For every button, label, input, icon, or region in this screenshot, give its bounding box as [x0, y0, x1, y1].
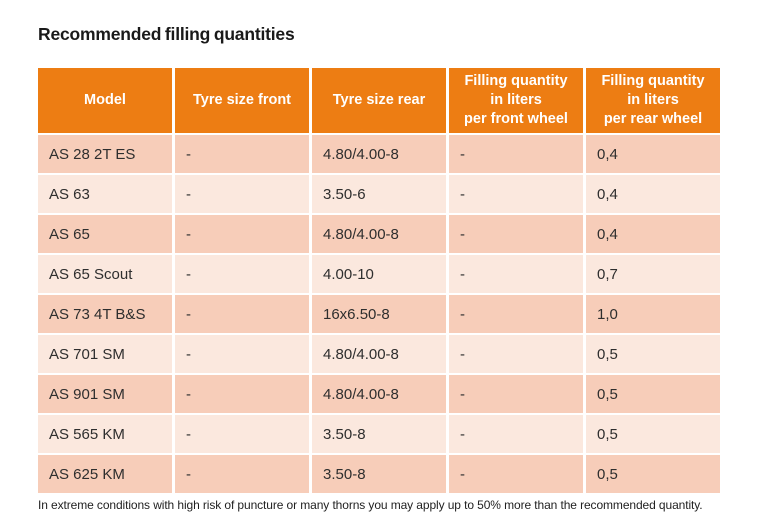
table-cell: - [449, 215, 583, 253]
table-row: AS 65-4.80/4.00-8-0,4 [38, 215, 720, 253]
table-row: AS 625 KM -3.50-8-0,5 [38, 455, 720, 493]
table-cell: - [449, 375, 583, 413]
table-row: AS 701 SM -4.80/4.00-8-0,5 [38, 335, 720, 373]
page-title: Recommended filling quantities [38, 24, 295, 44]
table-cell: 0,7 [586, 255, 720, 293]
table-row: AS 901 SM -4.80/4.00-8-0,5 [38, 375, 720, 413]
table-row: AS 28 2T ES -4.80/4.00-8-0,4 [38, 135, 720, 173]
table-cell: - [449, 455, 583, 493]
table-cell: AS 28 2T ES [38, 135, 172, 173]
table-cell: - [449, 175, 583, 213]
column-header-1: Model [38, 68, 172, 133]
table-cell: - [175, 375, 309, 413]
table-cell: - [175, 455, 309, 493]
table-cell: - [175, 295, 309, 333]
table-cell: AS 625 KM [38, 455, 172, 493]
table-cell: - [449, 295, 583, 333]
column-header-5: Filling quantity in liters per rear whee… [586, 68, 720, 133]
table-cell: AS 901 SM [38, 375, 172, 413]
table-cell: AS 701 SM [38, 335, 172, 373]
table-cell: 3.50-6 [312, 175, 446, 213]
table-cell: 0,4 [586, 135, 720, 173]
table-cell: 0,4 [586, 215, 720, 253]
table-body: AS 28 2T ES -4.80/4.00-8-0,4 AS 63-3.50-6-… [38, 135, 720, 493]
table-row: AS 63-3.50-6-0,4 [38, 175, 720, 213]
table-cell: - [175, 135, 309, 173]
column-header-3: Tyre size rear [312, 68, 446, 133]
table-cell: AS 63 [38, 175, 172, 213]
table-cell: - [449, 415, 583, 453]
table-cell: 3.50-8 [312, 415, 446, 453]
table-cell: AS 65 Scout [38, 255, 172, 293]
table-cell: - [449, 255, 583, 293]
table-header-row: Model Tyre size front Tyre size rear Fillin… [38, 68, 720, 133]
table-row: AS 565 KM -3.50-8-0,5 [38, 415, 720, 453]
table-cell: - [175, 335, 309, 373]
table-cell: - [175, 215, 309, 253]
table-cell: 0,4 [586, 175, 720, 213]
table-cell: - [175, 175, 309, 213]
table-cell: 4.00-10 [312, 255, 446, 293]
table-cell: - [175, 415, 309, 453]
footnote: In extreme conditions with high risk of … [38, 498, 703, 512]
table-cell: 4.80/4.00-8 [312, 335, 446, 373]
table-cell: 3.50-8 [312, 455, 446, 493]
table-cell: 16x6.50-8 [312, 295, 446, 333]
table-cell: 0,5 [586, 455, 720, 493]
table-cell: - [449, 135, 583, 173]
table-cell: 4.80/4.00-8 [312, 375, 446, 413]
table-cell: 0,5 [586, 375, 720, 413]
table-row: AS 73 4T B&S -16x6.50-8-1,0 [38, 295, 720, 333]
table-cell: AS 565 KM [38, 415, 172, 453]
table-cell: AS 65 [38, 215, 172, 253]
table-cell: 0,5 [586, 415, 720, 453]
table-cell: - [175, 255, 309, 293]
table-cell: AS 73 4T B&S [38, 295, 172, 333]
table-cell: - [449, 335, 583, 373]
table-head: Model Tyre size front Tyre size rear Fillin… [38, 68, 720, 133]
table-cell: 1,0 [586, 295, 720, 333]
table-cell: 4.80/4.00-8 [312, 135, 446, 173]
column-header-2: Tyre size front [175, 68, 309, 133]
table-cell: 0,5 [586, 335, 720, 373]
table-cell: 4.80/4.00-8 [312, 215, 446, 253]
filling-quantities-table: Model Tyre size front Tyre size rear Fillin… [35, 66, 723, 495]
table-row: AS 65 Scout -4.00-10-0,7 [38, 255, 720, 293]
column-header-4: Filling quantity in liters per front whe… [449, 68, 583, 133]
